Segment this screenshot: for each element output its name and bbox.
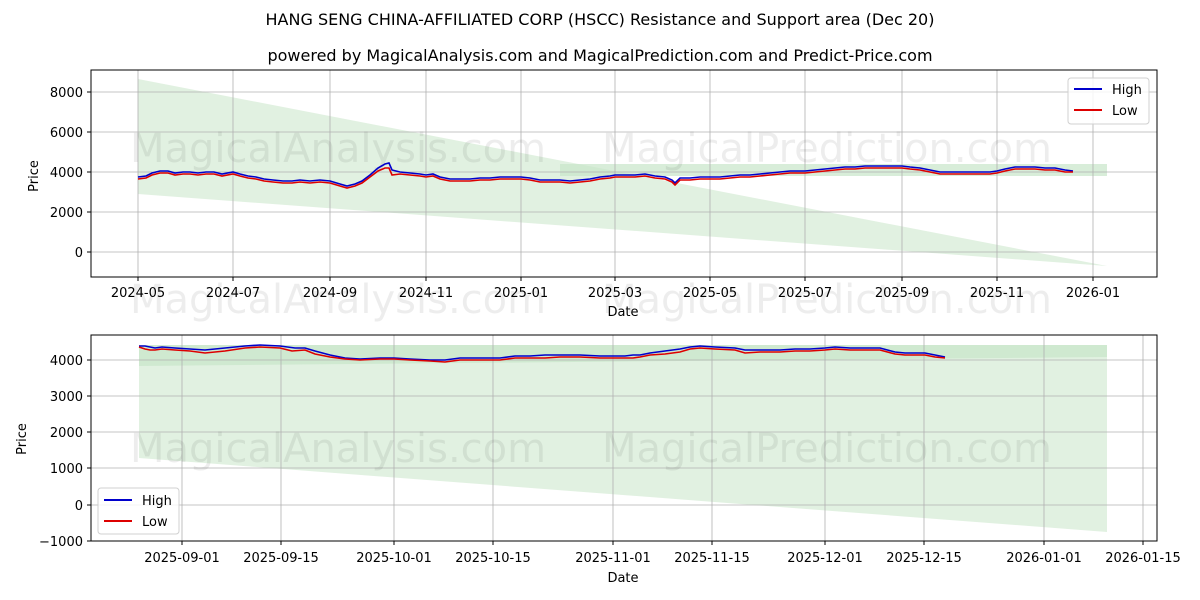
top-chart: MagicalAnalysis.com MagicalPrediction.co… <box>27 69 1158 323</box>
svg-text:2000: 2000 <box>50 426 83 441</box>
bottom-y-axis: 4000 3000 2000 1000 0 −1000 Price <box>15 354 91 550</box>
top-legend: High Low <box>1067 77 1150 125</box>
low-line <box>137 167 1073 189</box>
watermark: MagicalAnalysis.com <box>130 126 546 172</box>
svg-text:2025-11-15: 2025-11-15 <box>674 551 750 566</box>
chart-title: HANG SENG CHINA-AFFILIATED CORP (HSCC) R… <box>265 10 935 29</box>
bottom-x-axis-label: Date <box>607 571 638 586</box>
top-y-axis: 8000 6000 4000 2000 0 Price <box>27 86 91 261</box>
svg-text:8000: 8000 <box>50 86 83 101</box>
svg-text:2024-09: 2024-09 <box>303 286 357 301</box>
svg-text:4000: 4000 <box>50 354 83 369</box>
svg-text:2025-03: 2025-03 <box>588 286 642 301</box>
high-line <box>137 162 1074 187</box>
svg-text:2026-01-01: 2026-01-01 <box>1006 551 1082 566</box>
svg-text:2025-12-15: 2025-12-15 <box>886 551 962 566</box>
watermark: MagicalAnalysis.com <box>130 277 546 323</box>
svg-text:2025-09: 2025-09 <box>875 286 929 301</box>
svg-text:6000: 6000 <box>50 126 83 141</box>
svg-text:2024-07: 2024-07 <box>206 286 260 301</box>
svg-text:1000: 1000 <box>50 462 83 477</box>
chart-subtitle: powered by MagicalAnalysis.com and Magic… <box>267 46 933 65</box>
watermark: MagicalPrediction.com <box>602 426 1052 472</box>
svg-text:0: 0 <box>75 499 83 514</box>
bottom-chart: MagicalAnalysis.com MagicalPrediction.co… <box>15 334 1181 586</box>
svg-text:2025-10-01: 2025-10-01 <box>356 551 432 566</box>
svg-text:−1000: −1000 <box>39 535 83 550</box>
legend-low: Low <box>1112 104 1138 119</box>
legend-high: High <box>142 494 172 509</box>
svg-text:2026-01: 2026-01 <box>1066 286 1120 301</box>
top-y-axis-label: Price <box>27 160 42 192</box>
grid-lines <box>91 335 1157 541</box>
high-line <box>139 344 946 361</box>
svg-text:2025-11-01: 2025-11-01 <box>575 551 651 566</box>
svg-text:2026-01-15: 2026-01-15 <box>1105 551 1181 566</box>
top-x-axis: 2024-05 2024-07 2024-09 2024-11 2025-01 … <box>111 277 1120 320</box>
grid-lines <box>91 70 1157 277</box>
low-line <box>138 346 946 363</box>
bottom-y-axis-label: Price <box>15 423 30 455</box>
svg-text:2025-10-15: 2025-10-15 <box>455 551 531 566</box>
svg-text:2025-11: 2025-11 <box>970 286 1024 301</box>
resistance-support-band <box>139 345 1107 532</box>
bottom-legend: High Low <box>97 487 180 535</box>
svg-text:2025-09-15: 2025-09-15 <box>243 551 319 566</box>
svg-text:2024-05: 2024-05 <box>111 286 165 301</box>
svg-text:2025-01: 2025-01 <box>494 286 548 301</box>
svg-text:2025-05: 2025-05 <box>683 286 737 301</box>
legend-high: High <box>1112 83 1142 98</box>
svg-text:4000: 4000 <box>50 166 83 181</box>
svg-text:2025-12-01: 2025-12-01 <box>787 551 863 566</box>
watermark: MagicalPrediction.com <box>602 277 1052 323</box>
top-x-axis-label: Date <box>607 305 638 320</box>
watermark: MagicalPrediction.com <box>602 126 1052 172</box>
watermark: MagicalAnalysis.com <box>130 426 546 472</box>
bottom-x-axis: 2025-09-01 2025-09-15 2025-10-01 2025-10… <box>144 541 1181 586</box>
bottom-chart-frame <box>90 334 1158 542</box>
svg-text:2024-11: 2024-11 <box>399 286 453 301</box>
legend-low: Low <box>142 515 168 530</box>
top-chart-frame <box>90 69 1158 278</box>
svg-text:2000: 2000 <box>50 206 83 221</box>
svg-text:2025-07: 2025-07 <box>778 286 832 301</box>
svg-text:3000: 3000 <box>50 390 83 405</box>
svg-text:2025-09-01: 2025-09-01 <box>144 551 220 566</box>
svg-text:0: 0 <box>75 246 83 261</box>
